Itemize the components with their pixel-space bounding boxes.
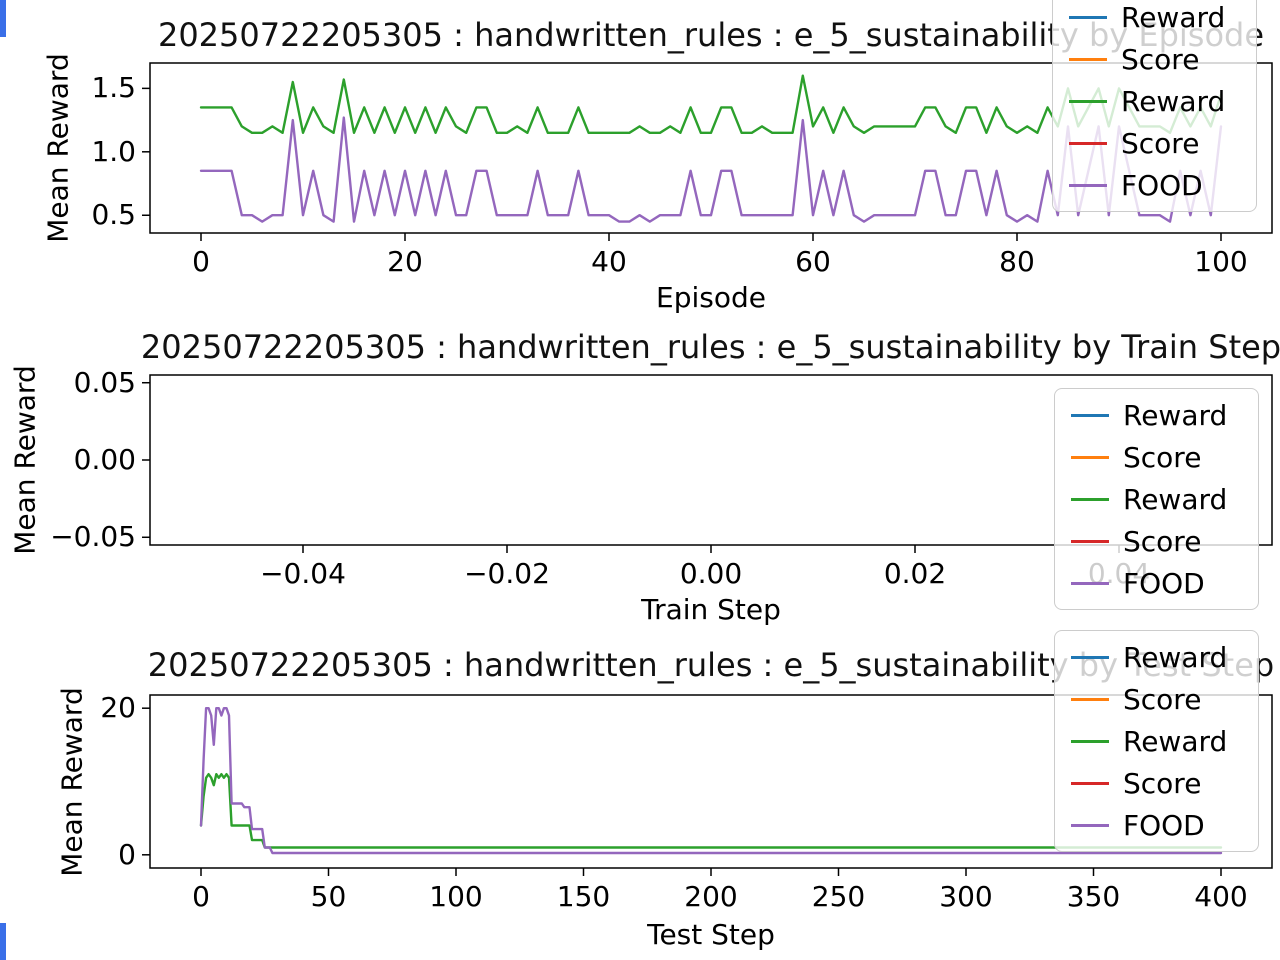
x-axis-label: Episode xyxy=(656,281,766,314)
legend-label: Reward xyxy=(1123,724,1228,758)
x-tick-label: 350 xyxy=(1066,880,1121,913)
x-tick-label: −0.02 xyxy=(464,557,550,590)
legend-label: Reward xyxy=(1123,482,1228,516)
x-tick-label: 40 xyxy=(591,245,627,278)
x-tick-label: 80 xyxy=(999,245,1035,278)
left-edge-marker-bottom xyxy=(0,923,6,960)
legend-entry-score: Score xyxy=(1069,38,1240,80)
x-tick-label: 0.00 xyxy=(679,557,743,590)
legend-label: Score xyxy=(1121,126,1200,160)
legend-entry-score: Score xyxy=(1071,678,1242,720)
legend-entry-reward: Reward xyxy=(1071,636,1242,678)
x-tick-label: 150 xyxy=(556,880,611,913)
y-tick-label: −0.05 xyxy=(50,520,136,554)
legend-line-sample xyxy=(1069,15,1107,19)
legend-entry-food: FOOD xyxy=(1071,562,1242,604)
legend-entry-food: FOOD xyxy=(1071,804,1242,846)
legend-label: Score xyxy=(1121,42,1200,76)
legend-entry-score: Score xyxy=(1069,122,1240,164)
legend-label: FOOD xyxy=(1121,168,1203,202)
legend-label: Score xyxy=(1123,524,1202,558)
x-tick-label: 400 xyxy=(1194,880,1248,913)
x-tick-label: 100 xyxy=(429,880,483,913)
x-tick-label: 300 xyxy=(939,880,993,913)
legend-entry-reward: Reward xyxy=(1071,720,1242,762)
legend-line-sample xyxy=(1071,581,1109,585)
plot-area xyxy=(142,62,1273,241)
legend-label: Reward xyxy=(1123,640,1228,674)
legend-label: Score xyxy=(1123,440,1202,474)
x-tick-label: 200 xyxy=(684,880,738,913)
x-axis-label: Train Step xyxy=(641,593,781,626)
legend-line-sample xyxy=(1071,739,1109,743)
y-tick-label: 0.05 xyxy=(73,365,136,399)
legend-label: FOOD xyxy=(1123,566,1205,600)
legend-label: Score xyxy=(1123,682,1202,716)
legend-line-sample xyxy=(1071,455,1109,459)
legend-entry-score: Score xyxy=(1071,520,1242,562)
legend-line-sample xyxy=(1069,141,1107,145)
x-axis-label: Test Step xyxy=(647,918,775,951)
legend: Reward Score Reward Score FOOD xyxy=(1052,0,1257,212)
series-line-reward xyxy=(199,74,1223,135)
legend: Reward Score Reward Score FOOD xyxy=(1054,630,1259,852)
legend-label: FOOD xyxy=(1123,808,1205,842)
legend-entry-food: FOOD xyxy=(1069,164,1240,206)
legend-entry-reward: Reward xyxy=(1071,394,1242,436)
legend-entry-score: Score xyxy=(1071,436,1242,478)
y-tick-label: 1.5 xyxy=(91,71,136,105)
legend-line-sample xyxy=(1071,781,1109,785)
legend-label: Reward xyxy=(1121,84,1226,118)
y-tick-label: 0.00 xyxy=(73,443,136,476)
left-edge-marker-top xyxy=(0,0,6,37)
series-line-food xyxy=(199,706,1223,855)
x-tick-label: −0.04 xyxy=(260,557,346,590)
x-tick-label: 250 xyxy=(811,880,866,913)
legend-label: Score xyxy=(1123,766,1202,800)
legend-label: Reward xyxy=(1121,0,1226,34)
x-tick-label: 0 xyxy=(192,880,210,913)
legend-line-sample xyxy=(1069,183,1107,187)
legend-line-sample xyxy=(1071,539,1109,543)
legend-line-sample xyxy=(1069,57,1107,61)
x-tick-label: 20 xyxy=(387,245,423,278)
axes-frame xyxy=(149,694,1273,869)
x-tick-label: 0.02 xyxy=(883,557,947,590)
legend-entry-reward: Reward xyxy=(1071,478,1242,520)
y-tick-label: 0.5 xyxy=(91,198,136,232)
legend-line-sample xyxy=(1071,655,1109,659)
x-tick-label: 100 xyxy=(1194,245,1248,278)
legend: Reward Score Reward Score FOOD xyxy=(1054,388,1259,610)
plot-area xyxy=(142,694,1273,876)
y-tick-label: 1.0 xyxy=(91,134,136,168)
axes-frame xyxy=(149,374,1273,546)
y-tick-label: 0 xyxy=(118,837,136,871)
y-tick-label: 20 xyxy=(100,691,136,725)
x-tick-label: 0 xyxy=(192,245,210,278)
legend-line-sample xyxy=(1069,99,1107,103)
legend-entry-score: Score xyxy=(1071,762,1242,804)
legend-entry-reward: Reward xyxy=(1069,0,1240,38)
legend-line-sample xyxy=(1071,823,1109,827)
x-tick-label: 60 xyxy=(795,245,831,278)
chart-title: 20250722205305 : handwritten_rules : e_5… xyxy=(140,328,1280,366)
legend-line-sample xyxy=(1071,497,1109,501)
legend-entry-reward: Reward xyxy=(1069,80,1240,122)
series-line-food xyxy=(199,116,1223,223)
axes-frame xyxy=(149,62,1273,234)
legend-line-sample xyxy=(1071,697,1109,701)
legend-line-sample xyxy=(1071,413,1109,417)
x-tick-label: 50 xyxy=(310,880,347,913)
legend-label: Reward xyxy=(1123,398,1228,432)
